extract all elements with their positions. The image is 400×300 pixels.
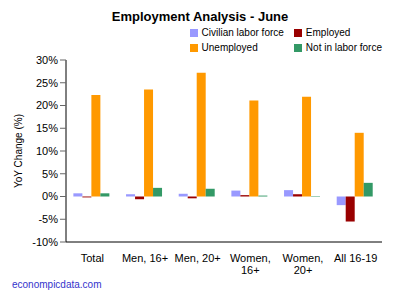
- svg-text:5%: 5%: [42, 168, 58, 180]
- svg-text:20%: 20%: [36, 99, 58, 111]
- svg-text:-5%: -5%: [38, 213, 58, 225]
- html-text:Unemployed: Unemployed: [201, 42, 258, 53]
- html-text:econompicdata.com: econompicdata.com: [12, 279, 102, 290]
- svg-text:25%: 25%: [36, 77, 58, 89]
- svg-text:0%: 0%: [42, 190, 58, 202]
- svg-text:30%: 30%: [36, 54, 58, 66]
- svg-text:15%: 15%: [36, 122, 58, 134]
- html-text:Employed: Employed: [305, 27, 351, 38]
- svg-text:Total: Total: [81, 252, 104, 264]
- svg-text:10%: 10%: [36, 145, 58, 157]
- svg-text:Women,20+: Women,20+: [283, 252, 324, 276]
- svg-text:-10%: -10%: [32, 236, 58, 248]
- svg-text:Men, 20+: Men, 20+: [175, 252, 221, 264]
- html-text:Civilian labor force: Civilian labor force: [201, 27, 284, 38]
- html-text:Not in labor force: Not in labor force: [305, 42, 382, 53]
- svg-text:All 16-19: All 16-19: [334, 252, 377, 264]
- svg-text:Women,16+: Women,16+: [230, 252, 271, 276]
- svg-text:YoY Change (%): YoY Change (%): [13, 114, 24, 188]
- html-text:Employment Analysis - June: Employment Analysis - June: [111, 9, 289, 24]
- svg-text:Men, 16+: Men, 16+: [122, 252, 168, 264]
